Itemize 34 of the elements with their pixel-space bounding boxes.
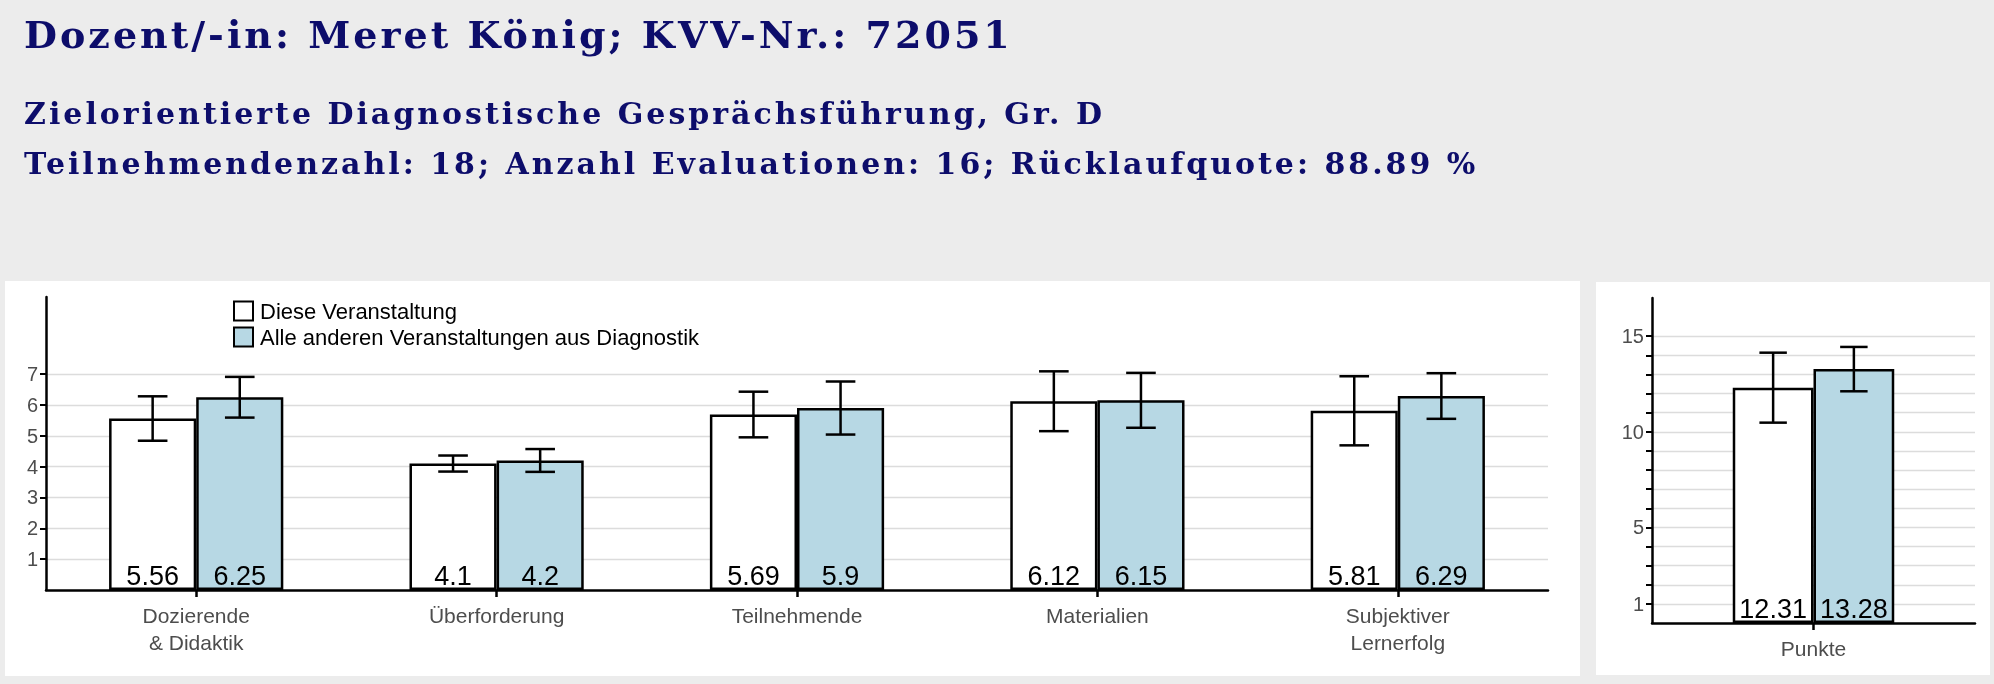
data-label: 6.12 xyxy=(1027,560,1081,591)
legend-label: Diese Veranstaltung xyxy=(260,298,457,324)
chart-subtitle: Zielorientierte Diagnostische Gesprächsführung, Gr. D xyxy=(24,96,1105,131)
data-label: 5.9 xyxy=(821,560,860,591)
x-tick-label: Punkte xyxy=(1780,637,1847,660)
y-tick-label: 3 xyxy=(26,486,38,509)
y-tick-label: 5 xyxy=(26,424,38,447)
data-label: 12.31 xyxy=(1739,593,1807,624)
x-tick-label: Dozierende & Didaktik xyxy=(142,604,250,654)
x-tick-label: Teilnehmende xyxy=(731,604,863,627)
data-label: 5.81 xyxy=(1327,560,1381,591)
y-tick-label: 2 xyxy=(26,517,38,540)
data-label: 13.28 xyxy=(1820,593,1888,624)
data-label: 4.1 xyxy=(434,560,472,591)
legend-label: Alle anderen Veranstaltungen aus Diagnostik xyxy=(260,324,701,350)
y-tick-label: 5 xyxy=(1632,516,1644,539)
data-label: 6.25 xyxy=(213,560,267,591)
data-label: 4.2 xyxy=(521,560,559,591)
x-tick-label: Überforderung xyxy=(428,604,565,627)
data-label: 6.15 xyxy=(1114,560,1168,591)
chart-title: Dozent/-in: Meret König; KVV-Nr.: 72051 xyxy=(24,12,1013,57)
y-tick-label: 15 xyxy=(1621,325,1644,348)
x-tick-label: Subjektiver Lernerfolg xyxy=(1345,604,1450,654)
text: Teilnehmendenzahl: 18; Anzahl Evaluationen: 16; Rücklaufquote: 88.89 % xyxy=(24,146,1479,181)
data-label: 5.56 xyxy=(126,560,179,591)
y-tick-label: 1 xyxy=(1632,592,1644,615)
data-label: 6.29 xyxy=(1415,560,1468,591)
y-tick-label: 7 xyxy=(26,363,38,386)
y-tick-label: 1 xyxy=(26,548,38,571)
y-tick-label: 10 xyxy=(1621,420,1644,443)
x-tick-label: Materialien xyxy=(1046,604,1149,627)
data-label: 5.69 xyxy=(727,560,780,591)
y-tick-label: 6 xyxy=(26,393,38,416)
y-tick-label: 4 xyxy=(26,455,38,478)
